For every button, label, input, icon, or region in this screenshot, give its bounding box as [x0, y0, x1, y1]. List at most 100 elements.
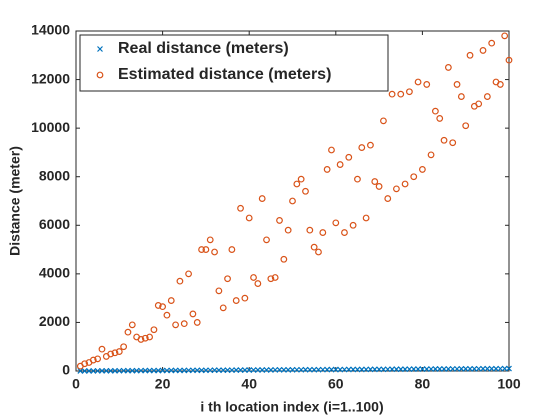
point [341, 229, 348, 236]
x-tick-label: 80 [415, 376, 431, 392]
point [475, 100, 483, 108]
point [211, 367, 218, 374]
x-axis-label: i th location index (i=1..100) [200, 399, 383, 415]
point [237, 204, 244, 212]
point [414, 78, 422, 86]
point [436, 115, 444, 122]
point [467, 365, 473, 372]
x-tick-label: 40 [241, 376, 257, 392]
point [328, 366, 335, 373]
point [241, 367, 248, 373]
point [367, 366, 374, 373]
point [293, 366, 300, 373]
point [306, 226, 314, 234]
point [138, 367, 144, 374]
point [358, 144, 366, 151]
legend-marker [97, 46, 103, 52]
y-tick-label: 2000 [39, 313, 70, 329]
point [181, 367, 188, 374]
point [280, 255, 288, 263]
point [479, 47, 487, 54]
point [220, 367, 227, 374]
point [306, 366, 313, 373]
point [406, 366, 413, 373]
point [146, 333, 154, 341]
point [112, 367, 118, 374]
point [388, 90, 396, 98]
point [410, 173, 418, 181]
point [167, 297, 175, 304]
legend-box [79, 34, 389, 92]
point [232, 297, 240, 304]
y-tick-label: 0 [62, 362, 70, 378]
point [172, 367, 179, 374]
point [111, 349, 119, 357]
point [99, 367, 105, 374]
point [493, 365, 499, 372]
point [449, 365, 456, 372]
point [241, 294, 249, 302]
point [86, 368, 92, 374]
legend-label: Real distance (meters) [118, 40, 289, 57]
point [496, 81, 504, 88]
point [319, 366, 326, 373]
point [129, 367, 136, 374]
point [267, 366, 274, 373]
point [228, 367, 235, 374]
point [362, 214, 370, 222]
point [103, 367, 110, 374]
point [237, 367, 244, 374]
point [272, 366, 279, 373]
point [155, 367, 162, 374]
point [415, 366, 421, 373]
point [475, 365, 482, 372]
point [94, 367, 101, 374]
point [207, 367, 214, 374]
point [172, 321, 179, 329]
point [202, 367, 209, 374]
point [193, 319, 201, 326]
point [206, 236, 214, 244]
point [224, 367, 231, 374]
point [215, 367, 222, 374]
point [176, 277, 184, 285]
point [276, 366, 283, 373]
point [137, 336, 145, 343]
point [263, 236, 270, 244]
point [128, 321, 136, 329]
point [198, 367, 205, 374]
point [389, 366, 396, 373]
point [501, 32, 509, 40]
point [289, 197, 296, 205]
point [189, 310, 197, 318]
point [410, 366, 417, 373]
point [90, 367, 97, 374]
point [81, 368, 88, 374]
point [142, 367, 149, 374]
point [371, 178, 379, 185]
point [250, 367, 257, 373]
point [319, 229, 327, 236]
point [345, 366, 352, 373]
point [276, 217, 283, 224]
point [289, 366, 296, 373]
point [384, 195, 392, 202]
point [228, 246, 236, 253]
point [354, 366, 361, 373]
point [293, 180, 301, 188]
point [180, 320, 188, 328]
point [159, 367, 166, 374]
point [458, 365, 465, 372]
point [466, 51, 474, 59]
point [311, 366, 318, 373]
point [310, 243, 318, 251]
y-tick-label: 10000 [31, 119, 70, 135]
y-tick-label: 6000 [39, 216, 70, 232]
point [488, 39, 496, 47]
point [393, 366, 400, 373]
point [89, 356, 97, 364]
point [77, 368, 84, 374]
point [298, 366, 305, 373]
point [371, 366, 378, 373]
